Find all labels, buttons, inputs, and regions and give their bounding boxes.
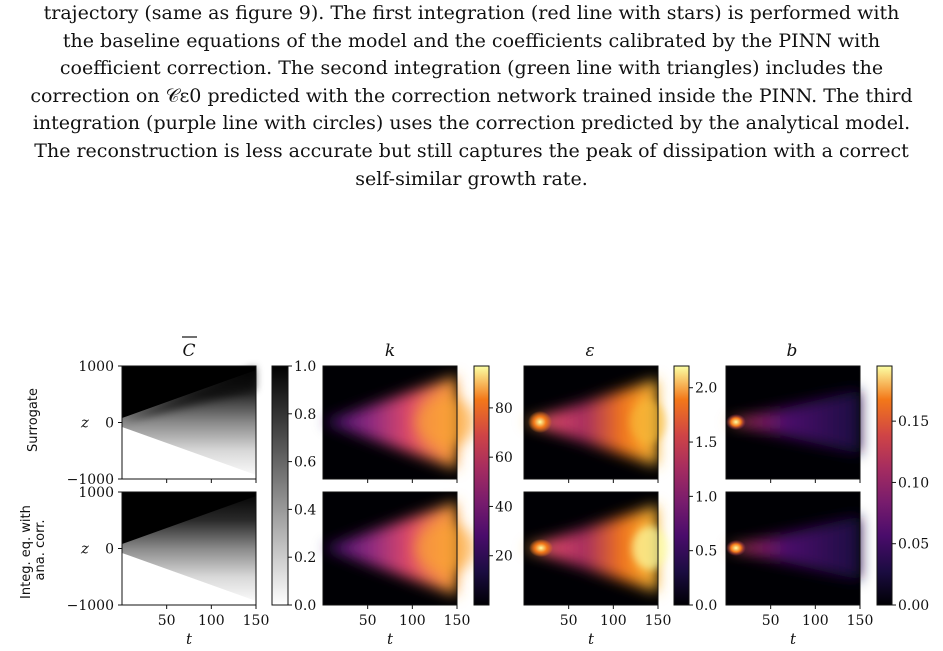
- x-tick-label: 150: [243, 613, 270, 629]
- figure-caption: trajectory (same as figure 9). The first…: [0, 0, 943, 193]
- y-axis-label: z: [80, 540, 89, 558]
- heatmap-b-surrogate: [725, 365, 861, 480]
- row-label-integ-line2: ana. corr.: [33, 520, 48, 581]
- x-tick-label: 50: [359, 613, 377, 629]
- caption-line: The reconstruction is less accurate but …: [34, 139, 909, 162]
- y-tick-label: 0: [105, 416, 114, 432]
- x-tick-label: 100: [399, 613, 426, 629]
- colorbar-tick-label: 1.5: [695, 435, 717, 451]
- x-tick-label: 100: [600, 613, 627, 629]
- colorbar-tick-label: 1.0: [294, 359, 316, 375]
- colorbar-tick-label: 0.5: [695, 544, 717, 560]
- colorbar-tick-label: 1.0: [695, 489, 717, 505]
- colorbar-tick-label: 0.2: [294, 550, 316, 566]
- colorbar-tick-label: 0.6: [294, 455, 316, 471]
- y-tick-label: −1000: [67, 472, 114, 488]
- colorbar-tick-label: 0.00: [898, 598, 929, 614]
- heatmap-c-surrogate: [121, 365, 257, 480]
- caption-line: correction on 𝒞ε0 predicted with the cor…: [30, 84, 913, 107]
- row-label-surrogate: Surrogate: [26, 388, 41, 452]
- y-axis-label: z: [80, 414, 89, 432]
- heatmap-k-integ: [322, 491, 475, 606]
- x-axis-label: t: [790, 630, 797, 648]
- colorbar-b: [876, 365, 893, 606]
- colorbar-k: [473, 365, 490, 606]
- x-tick-label: 150: [847, 613, 874, 629]
- y-tick-label: −1000: [67, 598, 114, 614]
- caption-line: self-similar growth rate.: [355, 167, 588, 190]
- x-tick-label: 50: [560, 613, 578, 629]
- y-tick-label: 1000: [78, 359, 114, 375]
- heatmap-k-surrogate: [322, 365, 475, 480]
- colorbar-c: [271, 365, 289, 606]
- colorbar-tick-label: 0.05: [898, 537, 929, 553]
- x-tick-label: 100: [802, 613, 829, 629]
- colorbar-tick-label: 40: [495, 499, 513, 515]
- x-tick-label: 50: [158, 613, 176, 629]
- heatmap-epsilon-integ: [523, 491, 668, 606]
- heatmap-epsilon-surrogate: [523, 365, 666, 480]
- colorbar-tick-label: 20: [495, 549, 513, 565]
- colorbar-tick-label: 0.0: [294, 598, 316, 614]
- heatmap-b-integ: [725, 491, 861, 606]
- caption-line: coefficient correction. The second integ…: [59, 57, 884, 80]
- heatmap-figure: Surrogate Integ. eq. with ana. corr. C k…: [19, 336, 930, 648]
- colorbar-tick-label: 80: [495, 401, 513, 417]
- caption-line: the baseline equations of the model and …: [62, 29, 881, 52]
- x-tick-label: 100: [198, 613, 225, 629]
- caption-line: integration (purple line with circles) u…: [32, 112, 911, 135]
- axis-ticks: −1000 0 1000 z −1000 0 1000 z 50 100 150 t 50 100 150 t…: [67, 359, 930, 648]
- colorbar-tick-label: 2.0: [695, 381, 717, 397]
- x-axis-label: t: [588, 630, 595, 648]
- colorbar-tick-label: 60: [495, 450, 513, 466]
- colorbar-tick-label: 0.10: [898, 475, 929, 491]
- x-tick-label: 50: [762, 613, 780, 629]
- x-axis-label: t: [387, 630, 394, 648]
- panel-title-k: k: [385, 341, 395, 361]
- row-label-integ-line1: Integ. eq. with: [19, 505, 34, 599]
- row-label-integ: Integ. eq. with ana. corr.: [19, 501, 48, 599]
- x-axis-label: t: [186, 630, 193, 648]
- panel-title-epsilon: ε: [585, 341, 594, 361]
- svg-text:C: C: [182, 341, 195, 361]
- panel-title-b: b: [787, 341, 798, 361]
- caption-line: trajectory (same as figure 9). The first…: [43, 2, 900, 24]
- colorbar-tick-label: 0.8: [294, 407, 316, 423]
- colorbar-epsilon: [673, 365, 690, 606]
- colorbar-tick-label: 0.15: [898, 414, 929, 430]
- colorbar-tick-label: 0.4: [294, 502, 316, 518]
- x-tick-label: 150: [645, 613, 672, 629]
- panel-title-c: C: [182, 336, 197, 361]
- colorbar-tick-label: 0.0: [695, 598, 717, 614]
- y-tick-label: 1000: [78, 485, 114, 501]
- x-tick-label: 150: [444, 613, 471, 629]
- heatmap-c-integ: [121, 491, 257, 606]
- y-tick-label: 0: [105, 542, 114, 558]
